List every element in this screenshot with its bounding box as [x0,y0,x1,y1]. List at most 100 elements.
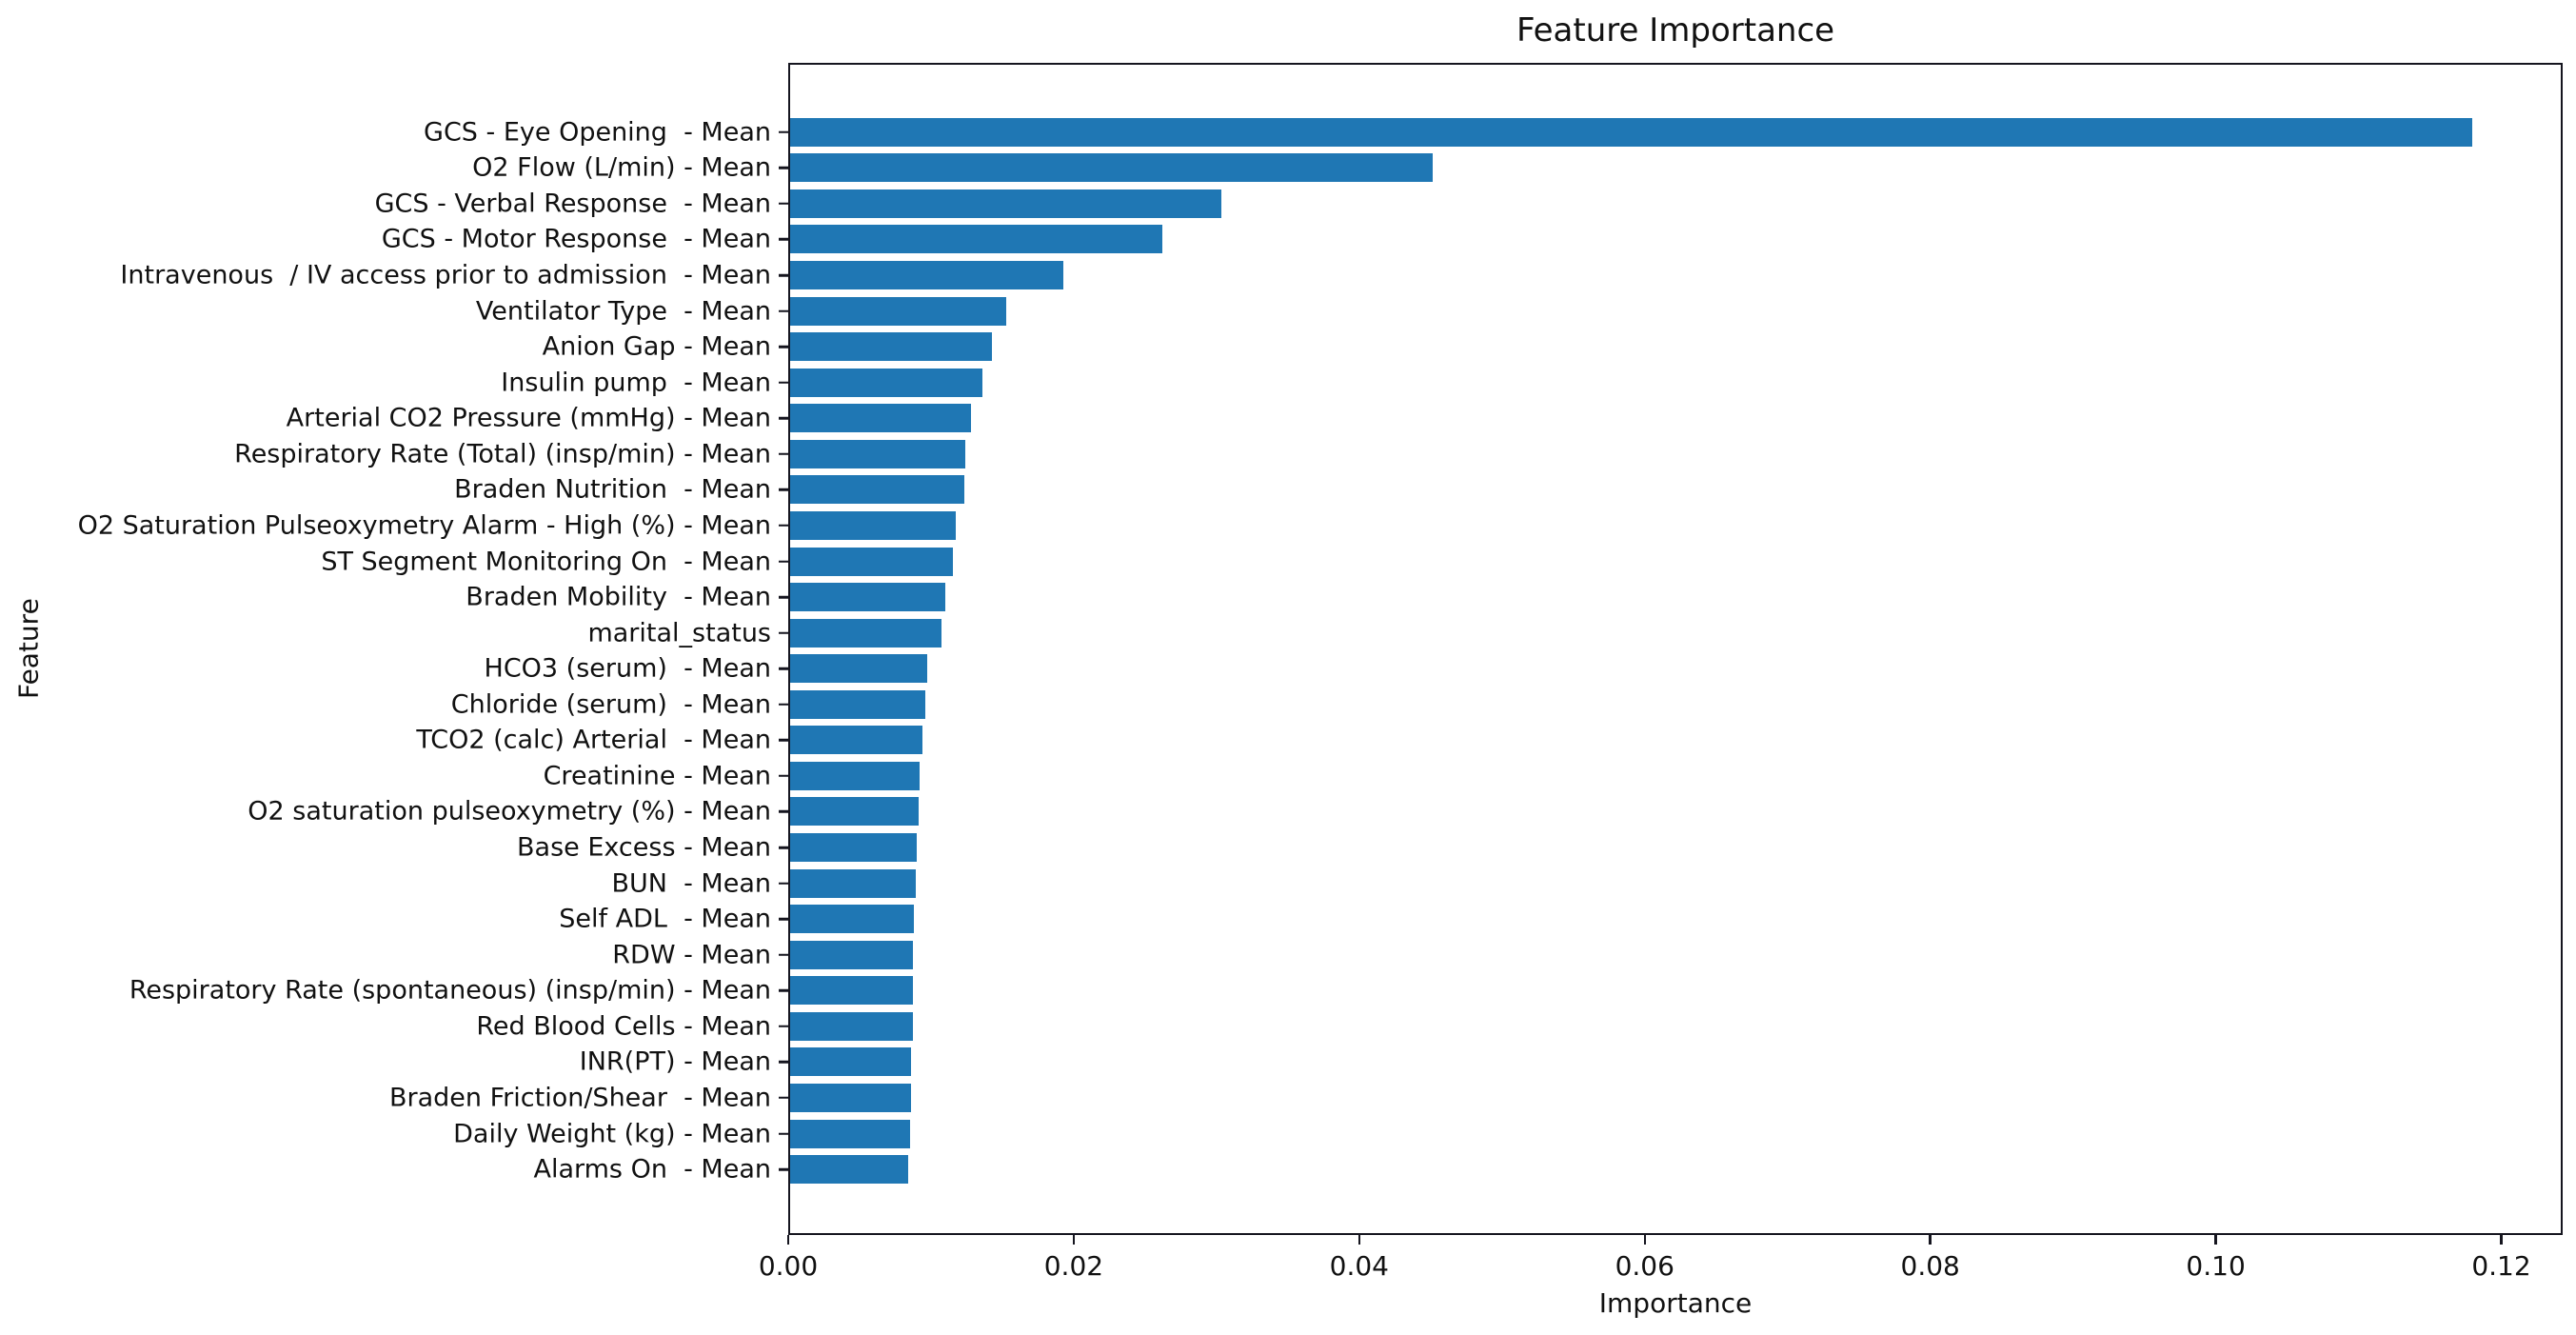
y-tick-mark [778,703,788,707]
bar [790,1011,913,1041]
bar-row: Base Excess - Mean [517,829,2561,866]
x-tick-mark [786,1235,790,1245]
bar [790,797,919,827]
x-axis-label: Importance [1598,1287,1753,1319]
y-tick-mark [778,1167,788,1171]
y-tick-mark [778,989,788,992]
plot-area: GCS - Eye Opening - Mean O2 Flow (L/min) … [78,63,2563,1235]
bar [790,225,1162,254]
x-tick-mark [1357,1235,1361,1245]
bar-row: Anion Gap - Mean [543,329,2561,365]
bar [790,153,1433,183]
y-tick-label: O2 Saturation Pulseoxymetry Alarm - High… [77,510,771,541]
bar-row: Insulin pump - Mean [501,365,2561,401]
y-tick-mark [778,273,788,277]
y-tick-mark [778,1025,788,1028]
y-tick-mark [778,309,788,312]
y-tick-label: Respiratory Rate (spontaneous) (insp/min… [129,975,771,1006]
y-tick-mark [778,882,788,885]
x-tick-mark [1929,1235,1932,1245]
x-tick-mark [1072,1235,1076,1245]
bar-row: ST Segment Monitoring On - Mean [321,544,2561,580]
bar [790,296,1007,326]
y-tick-mark [778,917,788,921]
y-tick-mark [778,202,788,206]
x-tick-mark [2214,1235,2217,1245]
bar-row: Daily Weight (kg) - Mean [453,1116,2561,1152]
y-tick-label: Ventilator Type - Mean [475,296,771,327]
x-tick-label: 0.02 [1043,1250,1104,1282]
y-tick-mark [778,452,788,456]
y-tick-mark [778,846,788,849]
bar-row: GCS - Motor Response - Mean [382,222,2561,258]
x-tick-label: 0.10 [2186,1250,2246,1282]
bar-row: Ventilator Type - Mean [476,293,2561,329]
y-tick-label: RDW - Mean [612,940,771,970]
bar-row: marital_status [587,615,2561,651]
bar [790,368,982,397]
bar-row: Intravenous / IV access prior to admissi… [120,257,2561,293]
y-tick-label: Braden Nutrition - Mean [454,474,771,505]
bar [790,583,946,612]
bar [790,654,927,684]
y-tick-mark [778,130,788,134]
bar-row: Braden Mobility - Mean [466,579,2561,615]
y-tick-mark [778,595,788,599]
y-axis-label: Feature [12,598,45,700]
y-tick-label: Chloride (serum) - Mean [450,689,771,720]
bar [790,117,2473,147]
bar [790,475,964,505]
y-tick-label: Base Excess - Mean [517,832,771,863]
x-tick-mark [2500,1235,2503,1245]
bar-row: Chloride (serum) - Mean [451,687,2561,723]
bar-row: Braden Nutrition - Mean [454,472,2561,508]
y-tick-label: ST Segment Monitoring On - Mean [321,547,771,577]
bar [790,510,956,540]
y-tick-label: Daily Weight (kg) - Mean [453,1119,771,1149]
y-tick-label: Respiratory Rate (Total) (insp/min) - Me… [234,439,771,469]
y-tick-label: INR(PT) - Mean [579,1046,771,1077]
bar [790,689,926,719]
bar [790,1083,912,1112]
y-tick-mark [778,238,788,241]
bar-row: Respiratory Rate (spontaneous) (insp/min… [129,973,2561,1009]
bar [790,1119,910,1148]
bar [790,332,993,362]
bar [790,547,953,576]
bar-row: GCS - Eye Opening - Mean [424,114,2561,150]
bar [790,976,913,1006]
x-tick-label: 0.04 [1329,1250,1389,1282]
y-tick-label: Braden Friction/Shear - Mean [388,1083,771,1113]
y-tick-label: Self ADL - Mean [559,904,771,934]
y-tick-mark [778,1132,788,1135]
bar [790,833,918,863]
bar [790,189,1222,218]
bar [790,404,972,433]
bar-row: Respiratory Rate (Total) (insp/min) - Me… [234,436,2561,472]
y-tick-label: marital_status [587,618,771,648]
y-tick-mark [778,524,788,528]
y-tick-label: Alarms On - Mean [533,1154,771,1185]
bar-row: Creatinine - Mean [544,758,2561,794]
bar-row: Alarms On - Mean [533,1151,2561,1187]
x-tick-label: 0.08 [1900,1250,1960,1282]
x-tick-label: 0.00 [758,1250,819,1282]
y-tick-mark [778,774,788,778]
y-tick-mark [778,631,788,634]
bar-row: GCS - Verbal Response - Mean [375,186,2561,222]
y-tick-mark [778,345,788,349]
bar-row: O2 saturation pulseoxymetry (%) - Mean [248,794,2561,830]
chart-title: Feature Importance [1516,11,1835,50]
y-tick-label: Braden Mobility - Mean [466,582,771,612]
y-tick-mark [778,739,788,742]
x-tick-label: 0.06 [1615,1250,1674,1282]
y-tick-label: HCO3 (serum) - Mean [484,653,771,684]
y-tick-label: BUN - Mean [611,868,771,899]
bar-row: Self ADL - Mean [559,901,2561,937]
y-tick-label: Intravenous / IV access prior to admissi… [120,260,771,290]
bar [790,905,915,934]
y-tick-mark [778,167,788,169]
y-tick-label: Arterial CO2 Pressure (mmHg) - Mean [286,403,771,433]
bar [790,618,941,648]
